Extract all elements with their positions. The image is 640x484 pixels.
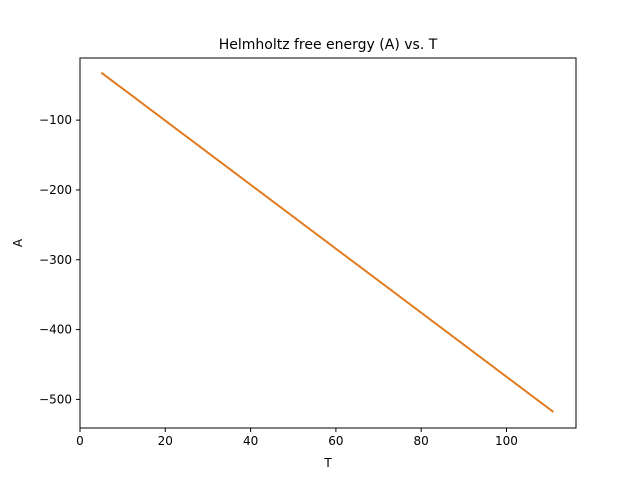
x-axis: 0 20 40 60 80 100 bbox=[76, 428, 518, 448]
series-line bbox=[100, 71, 555, 413]
x-axis-label: T bbox=[323, 456, 332, 470]
x-tick-label: 0 bbox=[76, 434, 84, 448]
y-axis: −100 −200 −300 −400 −500 bbox=[39, 113, 80, 406]
y-tick-label: −100 bbox=[39, 113, 72, 127]
y-tick-label: −200 bbox=[39, 183, 72, 197]
x-tick-label: 80 bbox=[414, 434, 429, 448]
x-tick-label: 60 bbox=[328, 434, 343, 448]
y-tick-label: −500 bbox=[39, 392, 72, 406]
x-tick-label: 20 bbox=[158, 434, 173, 448]
y-axis-label: A bbox=[11, 238, 25, 247]
y-tick-label: −400 bbox=[39, 323, 72, 337]
chart-title: Helmholtz free energy (A) vs. T bbox=[219, 37, 438, 53]
plot-frame bbox=[79, 57, 577, 429]
series-layer bbox=[100, 71, 555, 413]
x-tick-label: 40 bbox=[243, 434, 258, 448]
plot-area bbox=[79, 57, 577, 429]
y-tick-label: −300 bbox=[39, 253, 72, 267]
x-tick-label: 100 bbox=[495, 434, 518, 448]
